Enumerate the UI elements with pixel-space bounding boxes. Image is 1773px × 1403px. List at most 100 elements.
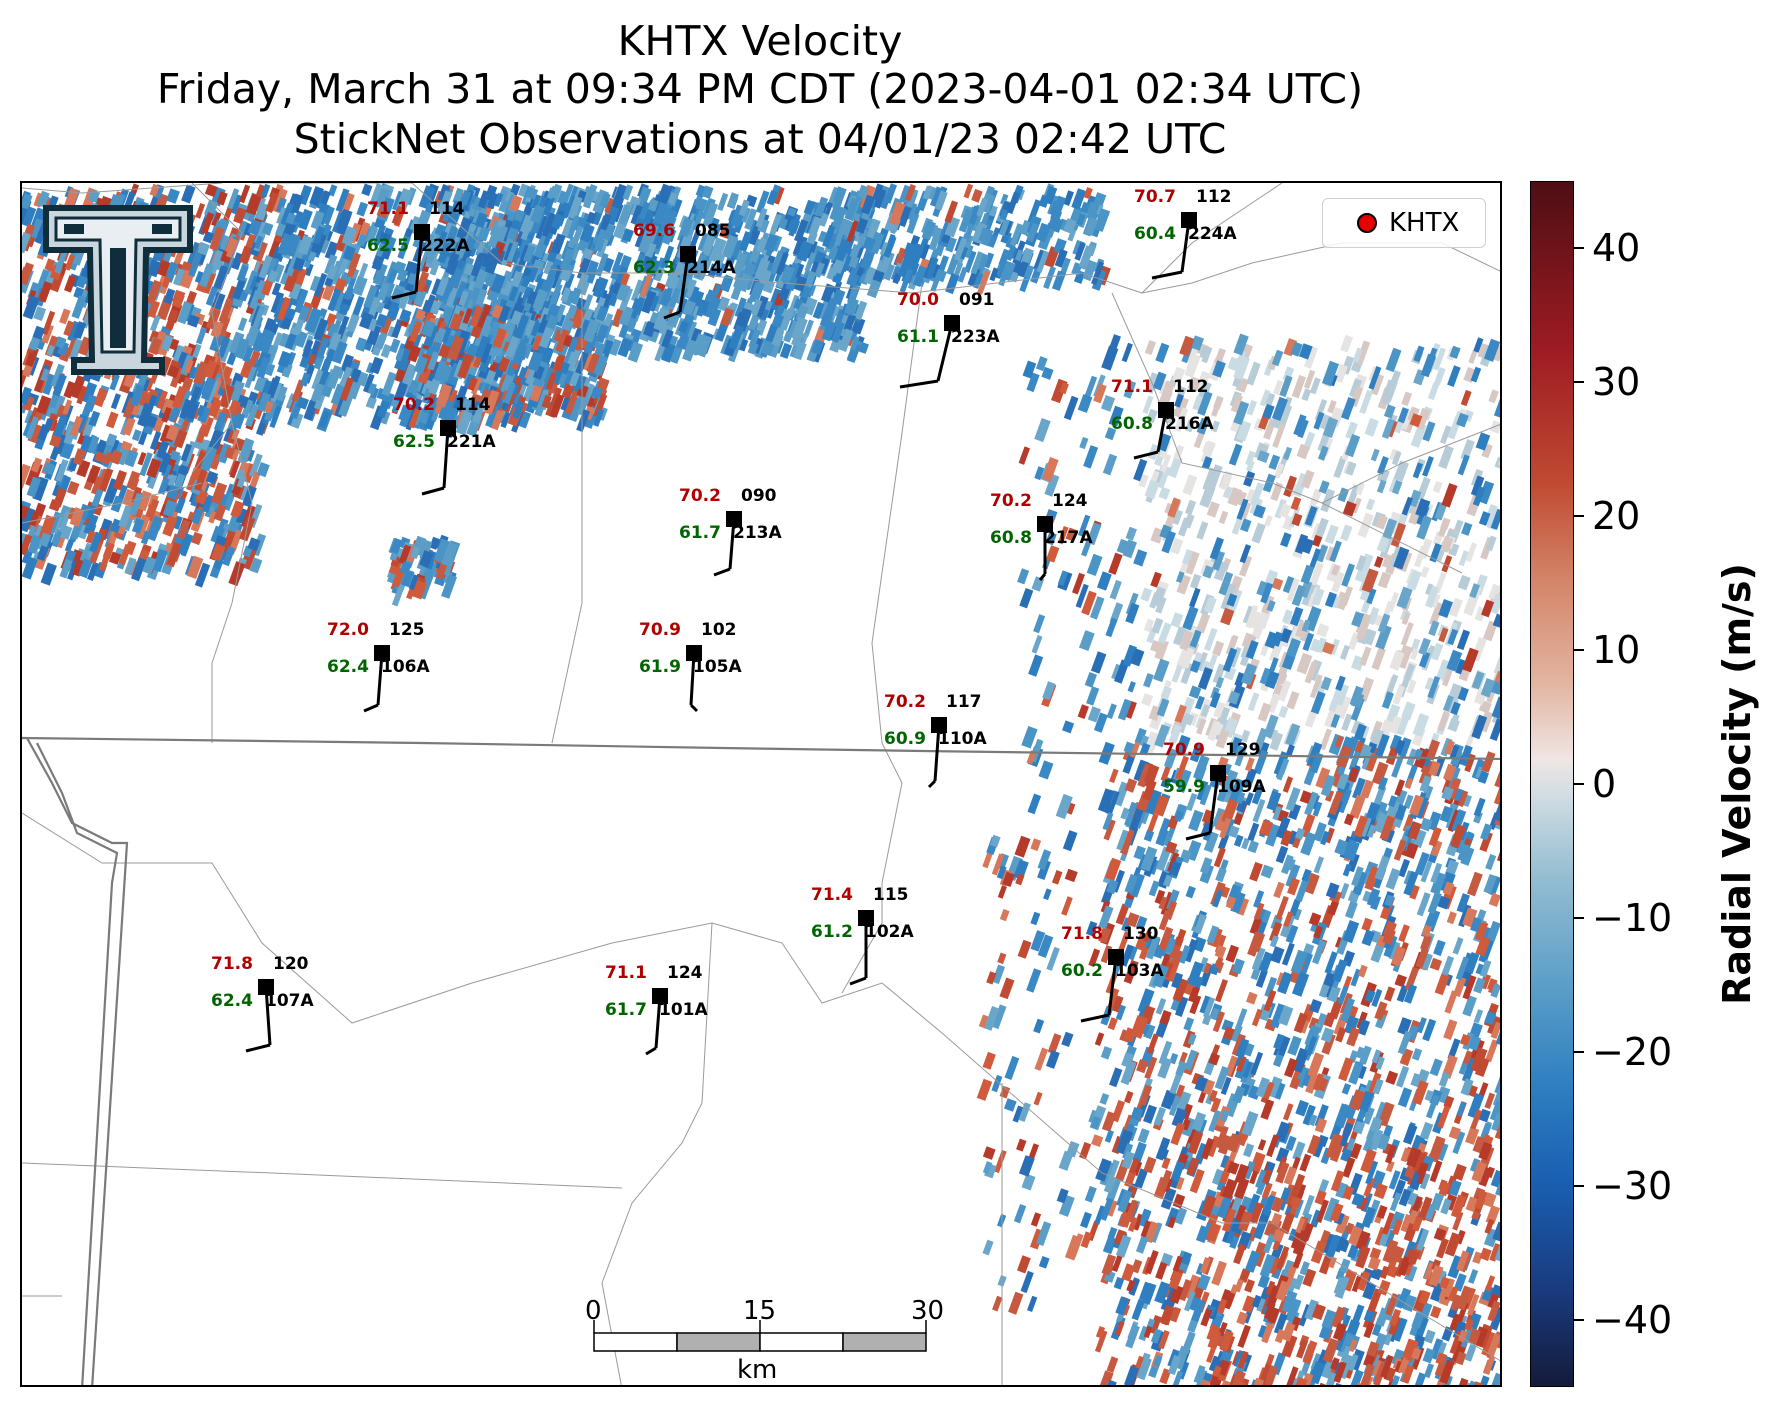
station-wind-direction: 091 [959,290,995,310]
station-id: 222A [421,236,470,256]
title-line-1: KHTX Velocity [617,17,903,65]
station-id: 103A [1115,961,1164,981]
wind-barb [1185,765,1226,841]
station-wind-direction: 130 [1123,924,1159,944]
station-dewpoint: 62.5 [393,432,435,452]
colorbar-tick-label: −40 [1592,1298,1673,1342]
station-dewpoint: 60.8 [990,528,1032,548]
station-wind-direction: 115 [873,885,909,905]
colorbar-tick [1574,1319,1584,1321]
station-temperature: 70.2 [884,692,926,712]
colorbar-tick-label: −30 [1592,1164,1673,1208]
station-id: 107A [265,991,314,1011]
legend-label: KHTX [1389,208,1460,238]
velocity-colorbar [1530,181,1574,1387]
station-wind-direction: 124 [667,963,703,983]
station-dewpoint: 59.9 [1163,777,1205,797]
colorbar-tick-label: −10 [1592,896,1673,940]
station-temperature: 70.7 [1134,187,1176,207]
colorbar-tick-label: 10 [1592,628,1641,672]
title-line-3: StickNet Observations at 04/01/23 02:42 … [293,115,1227,163]
station-temperature: 71.8 [211,954,253,974]
colorbar-tick-label: 30 [1592,360,1641,404]
station-dewpoint: 62.3 [633,258,675,278]
station-dewpoint: 61.1 [897,327,939,347]
texas-tech-t-logo [40,200,196,382]
station-id: 213A [733,523,782,543]
wind-barb-layer [245,212,1226,1056]
scale-unit: km [737,1355,778,1385]
station-temperature: 71.1 [605,963,647,983]
station-id: 101A [659,1000,708,1020]
wind-barb [391,224,430,300]
station-temperature: 70.9 [1163,740,1205,760]
scale-label-30: 30 [911,1296,945,1326]
station-id: 105A [693,657,742,677]
station-dewpoint: 61.2 [811,922,853,942]
station-temperature: 71.4 [811,885,853,905]
station-dewpoint: 60.2 [1061,961,1103,981]
colorbar-tick-label: −20 [1592,1030,1673,1074]
station-id: 223A [951,327,1000,347]
station-wind-direction: 102 [701,620,737,640]
county-boundaries [22,183,1500,1385]
wind-barb [645,988,668,1056]
station-temperature: 71.1 [1111,377,1153,397]
station-temperature: 70.2 [990,491,1032,511]
wind-barb [686,645,702,713]
station-id: 216A [1165,414,1214,434]
station-temperature: 70.9 [639,620,681,640]
colorbar-label: Radial Velocity (m/s) [1715,563,1759,1005]
colorbar-tick [1574,515,1584,517]
station-wind-direction: 114 [455,395,491,415]
scale-label-15: 15 [743,1296,777,1326]
radar-map [20,181,1502,1387]
wind-barb [927,717,947,789]
station-id: 221A [447,432,496,452]
station-id: 109A [1217,777,1266,797]
station-wind-direction: 125 [389,620,425,640]
wind-barb [1133,402,1174,460]
station-id: 102A [865,922,914,942]
station-wind-direction: 117 [946,692,982,712]
station-id: 224A [1188,224,1237,244]
station-wind-direction: 124 [1052,491,1088,511]
wind-barb [663,246,696,320]
station-temperature: 70.0 [897,290,939,310]
station-id: 217A [1044,528,1093,548]
colorbar-tick [1574,381,1584,383]
wind-barb [713,511,742,577]
station-dewpoint: 61.7 [679,523,721,543]
station-wind-direction: 090 [741,486,777,506]
station-dewpoint: 60.8 [1111,414,1153,434]
title-line-2: Friday, March 31 at 09:34 PM CDT (2023-0… [156,65,1364,113]
radar-site-marker-icon [1357,213,1377,233]
colorbar-tick-label: 40 [1592,226,1641,270]
station-dewpoint: 60.9 [884,729,926,749]
station-id: 214A [687,258,736,278]
wind-barb [1037,516,1053,581]
station-dewpoint: 61.9 [639,657,681,677]
wind-barb [1080,949,1124,1023]
station-temperature: 70.2 [393,395,435,415]
map-legend: KHTX [1322,198,1486,248]
station-dewpoint: 61.7 [605,1000,647,1020]
station-dewpoint: 60.4 [1134,224,1176,244]
wind-barb [421,420,456,496]
station-wind-direction: 114 [429,199,465,219]
colorbar-tick-label: 0 [1592,762,1617,806]
wind-barb [1151,212,1197,280]
colorbar-tick [1574,1051,1584,1053]
colorbar-tick [1574,783,1584,785]
station-dewpoint: 62.4 [211,991,253,1011]
station-temperature: 71.8 [1061,924,1103,944]
station-wind-direction: 120 [273,954,309,974]
station-wind-direction: 112 [1196,187,1232,207]
colorbar-tick-label: 20 [1592,494,1641,538]
station-wind-direction: 129 [1225,740,1261,760]
station-id: 110A [938,729,987,749]
station-wind-direction: 112 [1173,377,1209,397]
scale-label-0: 0 [585,1296,602,1326]
station-temperature: 71.1 [367,199,409,219]
colorbar-tick [1574,1185,1584,1187]
